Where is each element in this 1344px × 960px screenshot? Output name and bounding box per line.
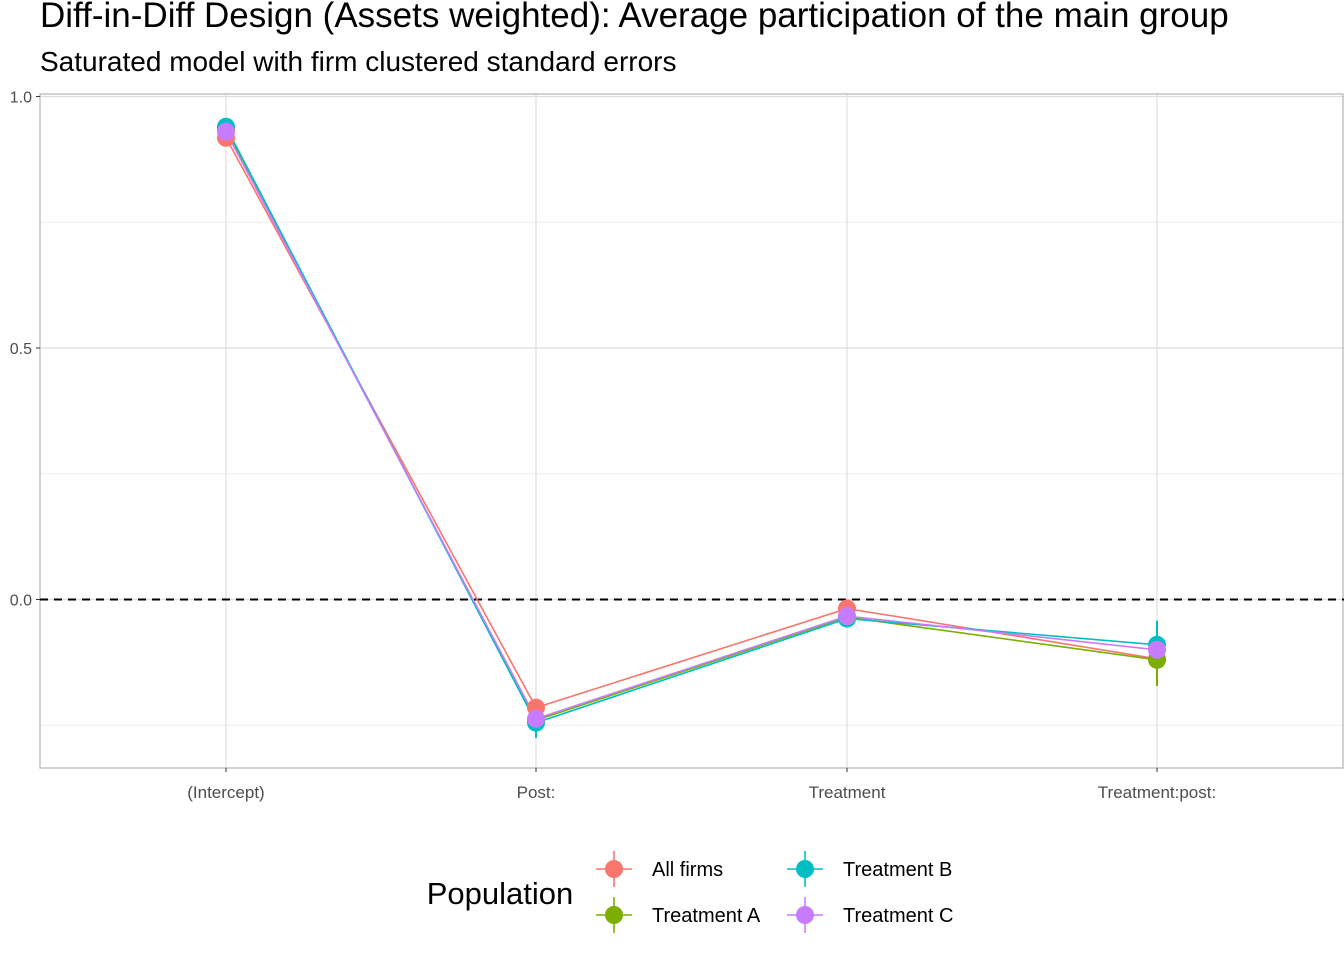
- series-line-2: [225, 126, 1158, 724]
- legend-label: All firms: [652, 859, 723, 881]
- legend-key-point: [605, 906, 623, 924]
- chart-title: Diff-in-Diff Design (Assets weighted): A…: [40, 0, 1229, 35]
- tick-labels: 0.0 0.5 1.0 (Intercept) Post: Treatment Treatm…: [10, 90, 1216, 802]
- data-point: [838, 607, 856, 626]
- legend-key-point: [796, 906, 814, 924]
- x-tick-label: (Intercept): [187, 783, 264, 802]
- legend-label: Treatment B: [843, 859, 952, 881]
- x-tick-label: Post:: [517, 783, 556, 802]
- data-point: [217, 122, 235, 141]
- data-point: [527, 709, 545, 728]
- axes: [36, 93, 1344, 772]
- series-line-3: [225, 131, 1158, 720]
- legend-key-point: [605, 860, 623, 878]
- legend-item: Treatment A: [596, 897, 761, 933]
- y-tick-label: 0.5: [10, 341, 32, 358]
- legend-key-point: [796, 860, 814, 878]
- x-tick-label: Treatment: [809, 783, 886, 802]
- panel-border: [39, 93, 1344, 769]
- y-tick-label: 0.0: [10, 593, 32, 610]
- legend-item: Treatment B: [787, 851, 952, 887]
- data-point: [1148, 640, 1166, 659]
- series-line-1: [225, 128, 1158, 722]
- legend: Population All firms Treatment A Treatment …: [427, 851, 953, 933]
- legend-item: All firms: [596, 851, 723, 887]
- legend-title: Population: [427, 876, 574, 911]
- chart-subtitle: Saturated model with firm clustered stan…: [40, 46, 677, 77]
- legend-item: Treatment C: [787, 897, 953, 933]
- grid-lines: [40, 94, 1344, 768]
- series-line-0: [225, 137, 1158, 709]
- x-tick-label: Treatment:post:: [1098, 783, 1216, 802]
- legend-label: Treatment C: [843, 905, 953, 927]
- y-tick-label: 1.0: [10, 90, 32, 107]
- legend-label: Treatment A: [652, 905, 761, 927]
- data-series: [217, 117, 1166, 738]
